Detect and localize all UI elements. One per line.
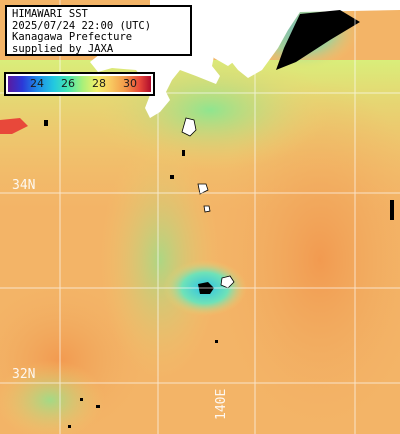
cloud-speck-1: [170, 175, 174, 179]
cloud-speck-5: [80, 398, 83, 401]
cloud-speck-2: [182, 150, 185, 156]
land-peninsula: [206, 40, 236, 66]
color-scale-bar: [8, 76, 151, 92]
cloud-speck-7: [68, 425, 71, 428]
warm-coast-west: [0, 118, 28, 134]
legend-tick-24: 24: [30, 77, 44, 90]
legend-tick-26: 26: [61, 77, 75, 90]
warm-east: [210, 80, 400, 434]
cool-mid: [100, 140, 220, 380]
cloud-speck-6: [96, 405, 100, 408]
map-title-box: HIMAWARI SST 2025/07/24 22:00 (UTC) Kana…: [5, 5, 192, 56]
cloud-speck-4: [390, 200, 394, 220]
island-a: [181, 117, 197, 137]
cloud-speck-8: [44, 120, 48, 126]
title-line-1: HIMAWARI SST: [12, 8, 88, 20]
lat-label-34n: 34N: [12, 178, 36, 193]
legend-tick-30: 30: [123, 77, 137, 90]
legend-tick-28: 28: [92, 77, 106, 90]
title-line-2: 2025/07/24 22:00 (UTC): [12, 19, 152, 32]
title-line-3: Kanagawa Prefecture: [12, 31, 133, 43]
island-c: [203, 205, 211, 213]
title-line-4: supplied by JAXA: [12, 42, 114, 55]
cloud-speck-3: [215, 340, 218, 343]
cool-south-west: [0, 360, 105, 434]
island-b: [197, 183, 209, 195]
island-d: [220, 275, 235, 289]
cloud-mask-ne: [276, 10, 360, 70]
color-scale-legend: 24 26 28 30: [4, 72, 155, 96]
lat-label-32n: 32N: [12, 367, 36, 382]
lon-label-140e: 140E: [214, 388, 229, 420]
